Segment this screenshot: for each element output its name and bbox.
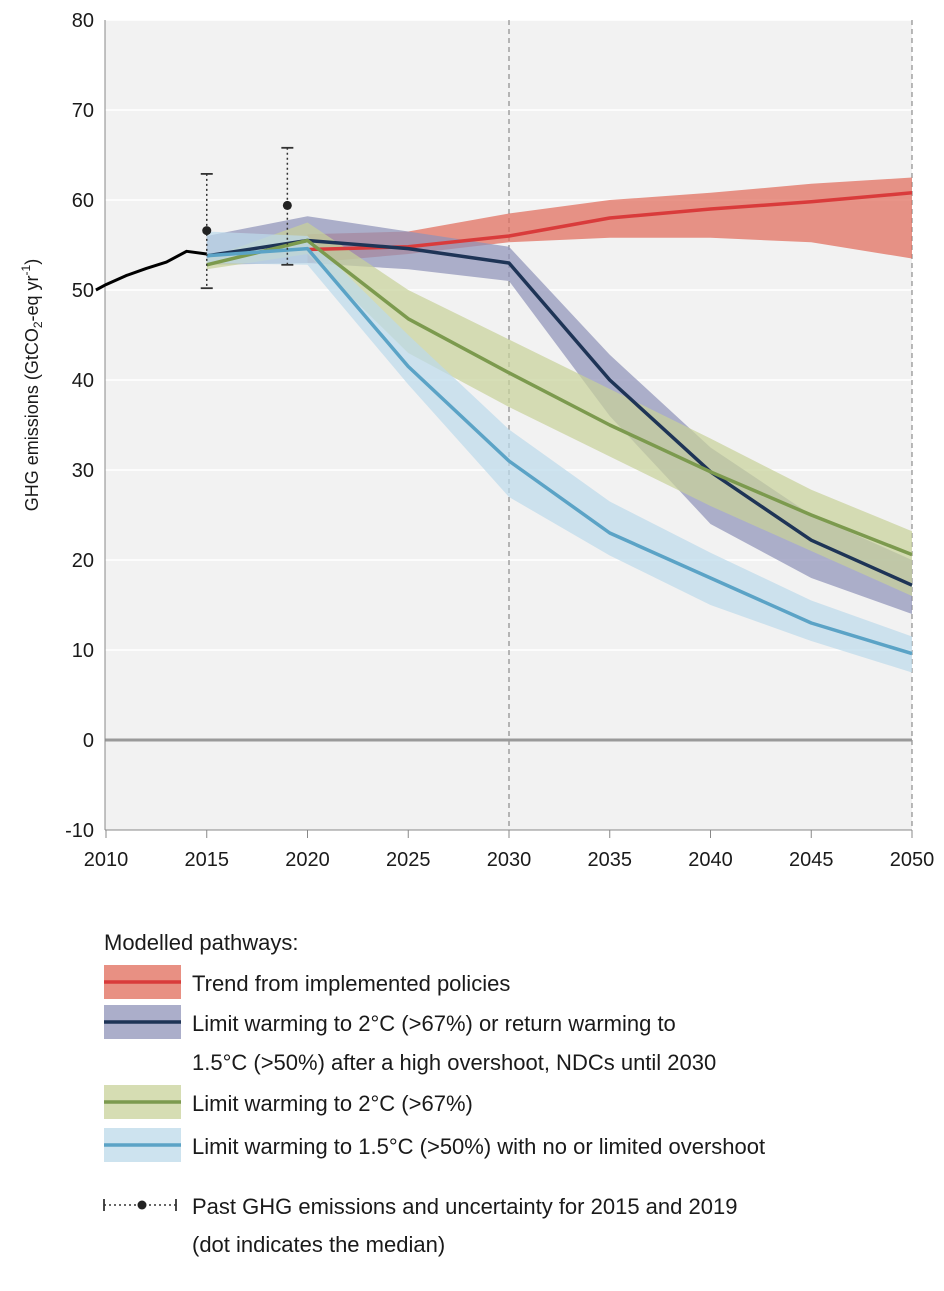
y-tick-label: 10 <box>72 640 94 662</box>
y-tick-label: 40 <box>72 370 94 392</box>
x-tick-label: 2050 <box>890 849 935 871</box>
historical-line <box>95 249 207 292</box>
y-axis-label: GHG emissions (GtCO2-eq yr-1) <box>19 259 45 511</box>
y-tick-label: 70 <box>72 100 94 122</box>
x-tick-label: 2030 <box>487 849 532 871</box>
legend-label-2: Limit warming to 2°C (>67%) <box>192 1091 473 1116</box>
legend-past-dot <box>137 1200 147 1210</box>
x-tick-label: 2040 <box>688 849 733 871</box>
legend-label-0: Trend from implemented policies <box>192 971 510 996</box>
y-tick-label: 80 <box>72 10 94 32</box>
line-series-2 <box>206 238 913 557</box>
legend-label-1: Limit warming to 2°C (>67%) or return wa… <box>192 1011 676 1036</box>
line-series-0 <box>307 191 913 252</box>
legend-label-1: 1.5°C (>50%) after a high overshoot, NDC… <box>192 1050 716 1075</box>
line-series-3 <box>206 246 913 656</box>
legend-past-label: Past GHG emissions and uncertainty for 2… <box>192 1194 737 1219</box>
line-series-1 <box>206 238 913 587</box>
y-tick-label: -10 <box>65 820 94 842</box>
legend-past-label: (dot indicates the median) <box>192 1232 445 1257</box>
uncertainty-median-dot-2019 <box>282 200 292 210</box>
x-tick-label: 2020 <box>285 849 330 871</box>
band-series-3 <box>206 231 912 673</box>
y-tick-label: 20 <box>72 550 94 572</box>
uncertainty-median-dot-2015 <box>202 226 212 236</box>
x-tick-label: 2035 <box>588 849 633 871</box>
x-tick-label: 2015 <box>185 849 230 871</box>
x-tick-label: 2045 <box>789 849 834 871</box>
legend-title: Modelled pathways: <box>104 930 298 955</box>
y-tick-label: 50 <box>72 280 94 302</box>
x-tick-label: 2010 <box>84 849 129 871</box>
y-tick-label: 30 <box>72 460 94 482</box>
y-tick-label: 0 <box>83 730 94 752</box>
legend-label-3: Limit warming to 1.5°C (>50%) with no or… <box>192 1134 765 1159</box>
y-tick-label: 60 <box>72 190 94 212</box>
x-tick-label: 2025 <box>386 849 431 871</box>
